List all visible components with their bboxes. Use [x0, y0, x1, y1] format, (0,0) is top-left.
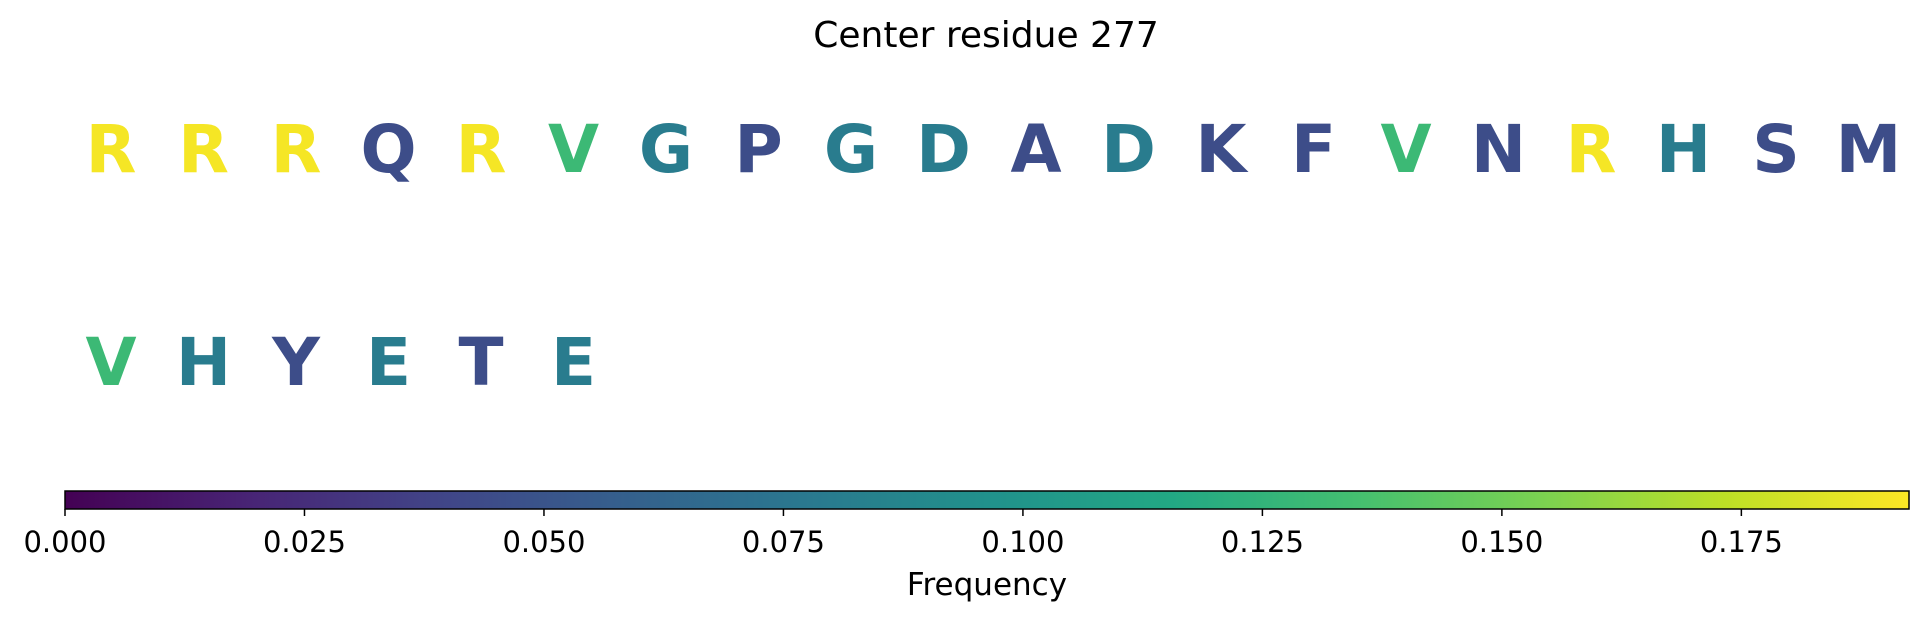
sequence-letter: R: [86, 111, 137, 188]
sequence-letter: M: [1836, 111, 1902, 188]
sequence-letter: V: [1380, 111, 1431, 188]
colorbar-label: Frequency: [907, 567, 1067, 603]
colorbar-ticks: 0.000 0.025 0.050 0.075 0.100 0.125 0.150 0.175: [23, 509, 1783, 559]
sequence-letter: D: [1101, 111, 1156, 188]
chart-title: Center residue 277: [813, 15, 1159, 56]
sequence-letter: P: [734, 111, 782, 188]
sequence-letter: R: [456, 111, 507, 188]
colorbar: 0.000 0.025 0.050 0.075 0.100 0.125 0.150 0.175…: [23, 490, 1910, 603]
colorbar-tick-label: 0.150: [1460, 525, 1543, 559]
colorbar-tick-label: 0.125: [1221, 525, 1304, 559]
colorbar-gradient: [64, 490, 1910, 510]
colorbar-tick-label: 0.025: [263, 525, 346, 559]
sequence-letters: R R R Q R V G P G D A D K F V N R H S MV H Y E T E: [85, 111, 1901, 401]
sequence-letter: V: [548, 111, 599, 188]
sequence-letter: V: [85, 324, 136, 401]
sequence-letter: A: [1010, 111, 1061, 188]
sequence-letter: R: [271, 111, 322, 188]
sequence-letter: R: [178, 111, 229, 188]
sequence-letter: N: [1471, 111, 1526, 188]
sequence-letter: T: [458, 324, 503, 401]
sequence-letter: D: [916, 111, 971, 188]
colorbar-tick-label: 0.050: [502, 525, 585, 559]
sequence-letter: Y: [271, 324, 321, 401]
sequence-letter: E: [551, 324, 596, 401]
colorbar-tick-label: 0.075: [742, 525, 825, 559]
sequence-letter: E: [366, 324, 411, 401]
sequence-letter: S: [1752, 111, 1800, 188]
sequence-letter: H: [1656, 111, 1711, 188]
sequence-letter: G: [824, 111, 878, 188]
sequence-letter: K: [1195, 111, 1249, 188]
sequence-letter: G: [639, 111, 693, 188]
colorbar-tick-label: 0.100: [981, 525, 1064, 559]
colorbar-tick-label: 0.000: [23, 525, 106, 559]
sequence-letter: Q: [360, 111, 416, 188]
colorbar-tick-label: 0.175: [1700, 525, 1783, 559]
sequence-letter: R: [1566, 111, 1617, 188]
sequence-letter: H: [176, 324, 231, 401]
sequence-letter: F: [1291, 111, 1336, 188]
